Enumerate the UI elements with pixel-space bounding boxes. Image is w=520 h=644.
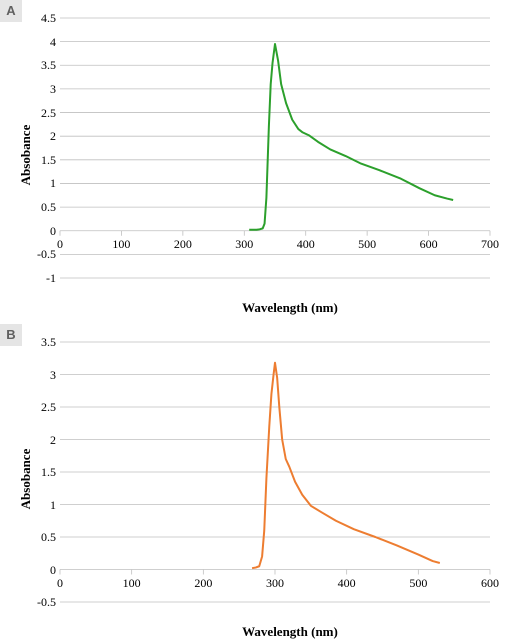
y-tick-label: 1 — [26, 498, 56, 513]
x-tick-label: 400 — [327, 576, 367, 591]
x-tick-label: 600 — [409, 237, 449, 252]
y-tick-label: -1 — [26, 271, 56, 286]
x-tick-label: 400 — [286, 237, 326, 252]
x-tick-label: 300 — [224, 237, 264, 252]
chart-b — [60, 342, 490, 602]
y-tick-label: 4.5 — [26, 11, 56, 26]
x-tick-label: 200 — [183, 576, 223, 591]
series-line — [249, 44, 453, 230]
y-tick-label: 3 — [26, 368, 56, 383]
y-tick-label: 1.5 — [26, 465, 56, 480]
x-tick-label: 0 — [40, 237, 80, 252]
panel-a: A Absobance Wavelength (nm) -1-0.500.511… — [0, 0, 520, 320]
x-tick-label: 300 — [255, 576, 295, 591]
x-tick-label: 100 — [112, 576, 152, 591]
chart-a-x-title: Wavelength (nm) — [190, 300, 390, 316]
y-tick-label: 3 — [26, 82, 56, 97]
chart-b-svg — [60, 342, 490, 602]
y-tick-label: 2 — [26, 433, 56, 448]
x-tick-label: 500 — [347, 237, 387, 252]
x-tick-label: 200 — [163, 237, 203, 252]
y-tick-label: 3.5 — [26, 335, 56, 350]
x-tick-label: 600 — [470, 576, 510, 591]
chart-b-x-title: Wavelength (nm) — [190, 624, 390, 640]
y-tick-label: 1.5 — [26, 153, 56, 168]
y-tick-label: 0.5 — [26, 530, 56, 545]
panel-a-label: A — [0, 0, 22, 22]
y-tick-label: 2 — [26, 129, 56, 144]
panel-b: B Absobance Wavelength (nm) -0.500.511.5… — [0, 324, 520, 644]
y-tick-label: 0.5 — [26, 200, 56, 215]
y-tick-label: 4 — [26, 35, 56, 50]
y-tick-label: 2.5 — [26, 400, 56, 415]
panel-b-label: B — [0, 324, 22, 346]
y-tick-label: 2.5 — [26, 106, 56, 121]
y-tick-label: 3.5 — [26, 58, 56, 73]
x-tick-label: 500 — [398, 576, 438, 591]
y-tick-label: -0.5 — [26, 595, 56, 610]
x-tick-label: 100 — [101, 237, 141, 252]
x-tick-label: 700 — [470, 237, 510, 252]
y-tick-label: 1 — [26, 176, 56, 191]
page: { "panelA": { "label": "A", "type": "lin… — [0, 0, 520, 644]
x-tick-label: 0 — [40, 576, 80, 591]
